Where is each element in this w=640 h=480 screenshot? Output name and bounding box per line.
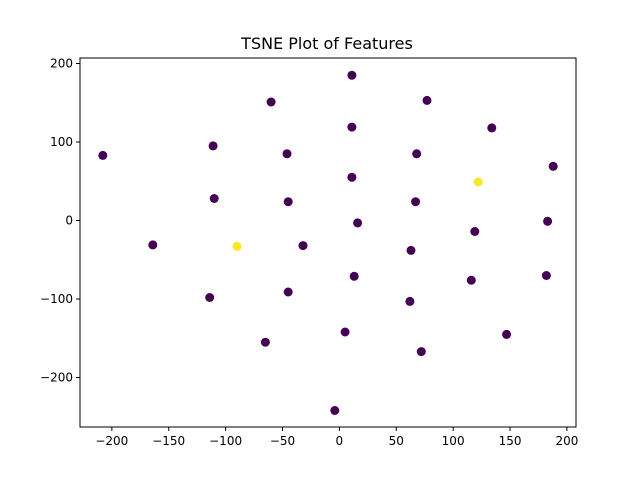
chart-title: TSNE Plot of Features: [240, 34, 413, 53]
points-layer: [98, 70, 558, 415]
scatter-point: [347, 70, 357, 80]
x-tick-label: −100: [209, 434, 242, 448]
y-tick-label: 100: [50, 135, 73, 149]
scatter-point: [205, 293, 215, 302]
scatter-point: [347, 172, 357, 182]
scatter-point: [473, 177, 483, 187]
x-axis: −200 −150 −100 −50 0 50 100 150 200: [95, 427, 578, 448]
scatter-point: [487, 123, 497, 133]
scatter-point: [148, 240, 158, 250]
x-tick-label: 0: [336, 434, 344, 448]
scatter-point: [330, 406, 340, 415]
scatter-point: [543, 216, 553, 226]
scatter-point: [406, 245, 416, 255]
scatter-point: [260, 337, 270, 347]
x-tick-label: −200: [95, 434, 128, 448]
scatter-point: [541, 271, 551, 280]
scatter-point: [98, 150, 108, 160]
scatter-point: [266, 97, 276, 107]
scatter-point: [283, 287, 293, 297]
x-tick-label: −150: [152, 434, 185, 448]
y-tick-label: 200: [50, 56, 73, 70]
y-tick-label: −200: [40, 371, 73, 385]
scatter-point: [470, 227, 480, 236]
scatter-point: [548, 161, 558, 171]
scatter-point: [353, 218, 363, 228]
scatter-point: [416, 347, 426, 357]
x-tick-label: 50: [389, 434, 404, 448]
scatter-point: [298, 241, 308, 251]
scatter-point: [502, 329, 512, 339]
scatter-point: [412, 149, 422, 159]
x-tick-label: 200: [555, 434, 578, 448]
scatter-point: [283, 197, 293, 207]
scatter-point: [208, 141, 218, 151]
x-tick-label: 150: [499, 434, 522, 448]
scatter-point: [282, 149, 292, 159]
scatter-point: [466, 275, 476, 285]
scatter-point: [209, 194, 219, 203]
y-tick-label: −100: [40, 292, 73, 306]
scatter-point: [405, 296, 415, 306]
scatter-point: [411, 197, 421, 207]
scatter-point: [349, 271, 359, 281]
y-tick-label: 0: [65, 214, 73, 228]
scatter-point: [347, 122, 357, 132]
scatter-point: [340, 327, 350, 337]
y-axis: −200 −100 0 100 200: [40, 56, 80, 385]
scatter-point: [232, 241, 242, 251]
scatter-point: [422, 95, 432, 105]
plot-area-frame: [79, 57, 577, 428]
x-tick-label: −50: [270, 434, 295, 448]
x-tick-label: 100: [442, 434, 465, 448]
